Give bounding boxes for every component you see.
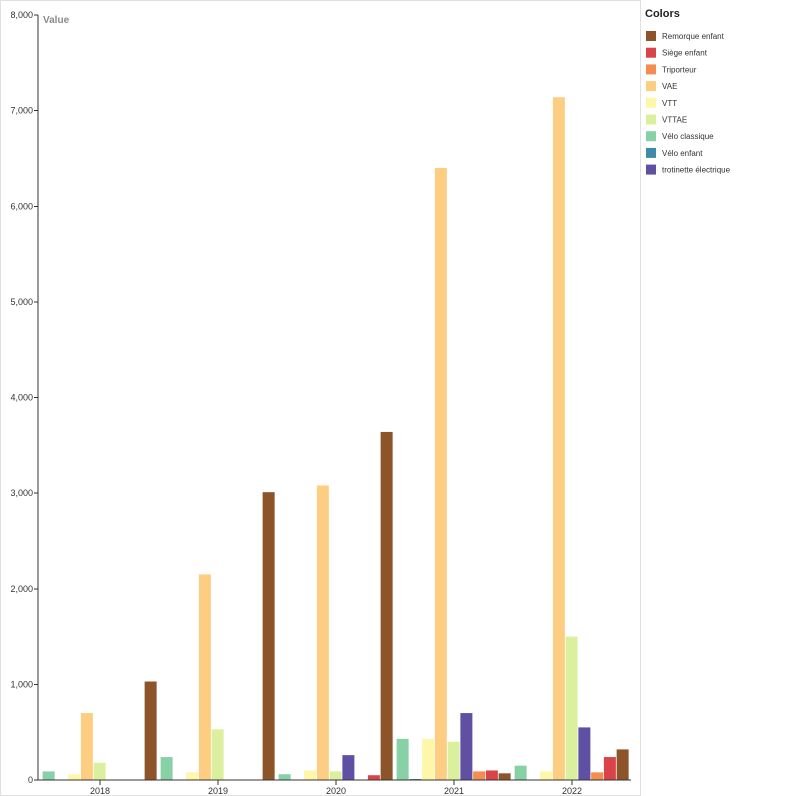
y-tick-label: 4,000 [10, 393, 33, 403]
bar-velo-classique-2021 [396, 738, 409, 780]
legend-swatch [646, 97, 656, 108]
bar-vttae-2020 [329, 771, 342, 780]
y-tick-label: 0 [28, 775, 33, 785]
legend-label: Remorque enfant [662, 32, 725, 41]
legend-label: trotinette électrique [662, 166, 731, 175]
legend-label: Vélo classique [662, 132, 714, 141]
y-tick-label: 5,000 [10, 297, 33, 307]
bar-remorque-enfant-2021 [498, 773, 511, 780]
bar-trotinette-electrique-2021 [460, 713, 473, 780]
y-tick-label: 2,000 [10, 584, 33, 594]
bar-velo-classique-2020 [278, 774, 291, 780]
bar-remorque-enfant-2020 [380, 431, 393, 780]
legend-swatch [646, 164, 656, 175]
bar-vtt-2019 [186, 772, 199, 780]
y-tick-label: 7,000 [10, 106, 33, 116]
x-tick-label: 2020 [326, 786, 346, 796]
bar-remorque-enfant-2018 [144, 681, 157, 780]
bar-velo-classique-2018 [42, 771, 55, 780]
bar-vtt-2018 [68, 774, 81, 780]
legend-label: VTTAE [662, 116, 687, 125]
x-tick-label: 2019 [208, 786, 228, 796]
bar-vttae-2018 [93, 762, 106, 780]
bar-vae-2021 [434, 168, 447, 780]
bar-vae-2022 [552, 97, 565, 781]
y-axis-label: Value [43, 15, 70, 26]
bar-vttae-2019 [211, 729, 224, 780]
y-tick-label: 1,000 [10, 679, 33, 689]
legend-item-siege-enfant: Siège enfant [646, 47, 708, 58]
legend-swatch [646, 31, 656, 41]
legend-swatch [646, 147, 656, 158]
legend-label: Triporteur [662, 65, 697, 74]
bar-remorque-enfant-2019 [262, 492, 275, 780]
bar-siege-enfant-2021 [485, 770, 498, 780]
x-axis: 2018 2019 2020 2021 2022 [38, 779, 631, 796]
legend-label: VAE [662, 82, 677, 91]
legend-swatch [646, 47, 656, 58]
bar-siege-enfant-2020 [367, 775, 380, 780]
legend-label: VTT [662, 99, 677, 108]
bar-triporteur-2022 [591, 772, 604, 780]
bar-trotinette-electrique-2020 [342, 755, 355, 780]
legend: Colors Remorque enfant Siège enfant Tripor… [645, 8, 731, 175]
bar-vae-2018 [80, 713, 93, 780]
x-tick-label: 2018 [90, 786, 110, 796]
bar-vtt-2021 [422, 738, 435, 780]
x-tick-label: 2022 [562, 786, 582, 796]
legend-swatch [646, 81, 656, 92]
legend-item-triporteur: Triporteur [646, 64, 697, 75]
legend-title: Colors [645, 8, 680, 20]
legend-item-trotinette-electrique: trotinette électrique [646, 164, 731, 175]
bar-siege-enfant-2022 [603, 757, 616, 780]
bar-velo-classique-2022 [514, 765, 527, 780]
bar-vtt-2022 [540, 771, 553, 780]
bar-vtt-2020 [304, 770, 317, 780]
bar-vae-2020 [316, 485, 329, 780]
legend-item-remorque-enfant: Remorque enfant [646, 31, 725, 41]
legend-item-vtt: VTT [646, 97, 677, 108]
legend-item-velo-enfant: Vélo enfant [646, 147, 703, 158]
legend-item-velo-classique: Vélo classique [646, 131, 714, 142]
legend-label: Vélo enfant [662, 149, 703, 158]
bar-vttae-2021 [447, 741, 460, 780]
y-tick-label: 6,000 [10, 201, 33, 211]
bar-vttae-2022 [565, 636, 578, 780]
legend-label: Siège enfant [662, 49, 708, 58]
y-axis: 0 1,000 2,000 3,000 4,000 5,000 6,000 7,000 8,00… [10, 10, 39, 785]
legend-item-vae: VAE [646, 81, 677, 92]
bar-remorque-enfant-2022 [616, 749, 629, 780]
x-tick-label: 2021 [444, 786, 464, 796]
bar-vae-2019 [198, 574, 211, 780]
bar-trotinette-electrique-2022 [578, 727, 591, 780]
legend-swatch [646, 131, 656, 142]
bar-triporteur-2021 [473, 771, 486, 780]
legend-item-vttae: VTTAE [646, 114, 687, 125]
legend-swatch [646, 114, 656, 125]
bars [42, 97, 629, 781]
y-tick-label: 3,000 [10, 488, 33, 498]
bar-velo-classique-2019 [160, 757, 173, 780]
y-tick-label: 8,000 [10, 10, 33, 20]
legend-swatch [646, 64, 656, 75]
